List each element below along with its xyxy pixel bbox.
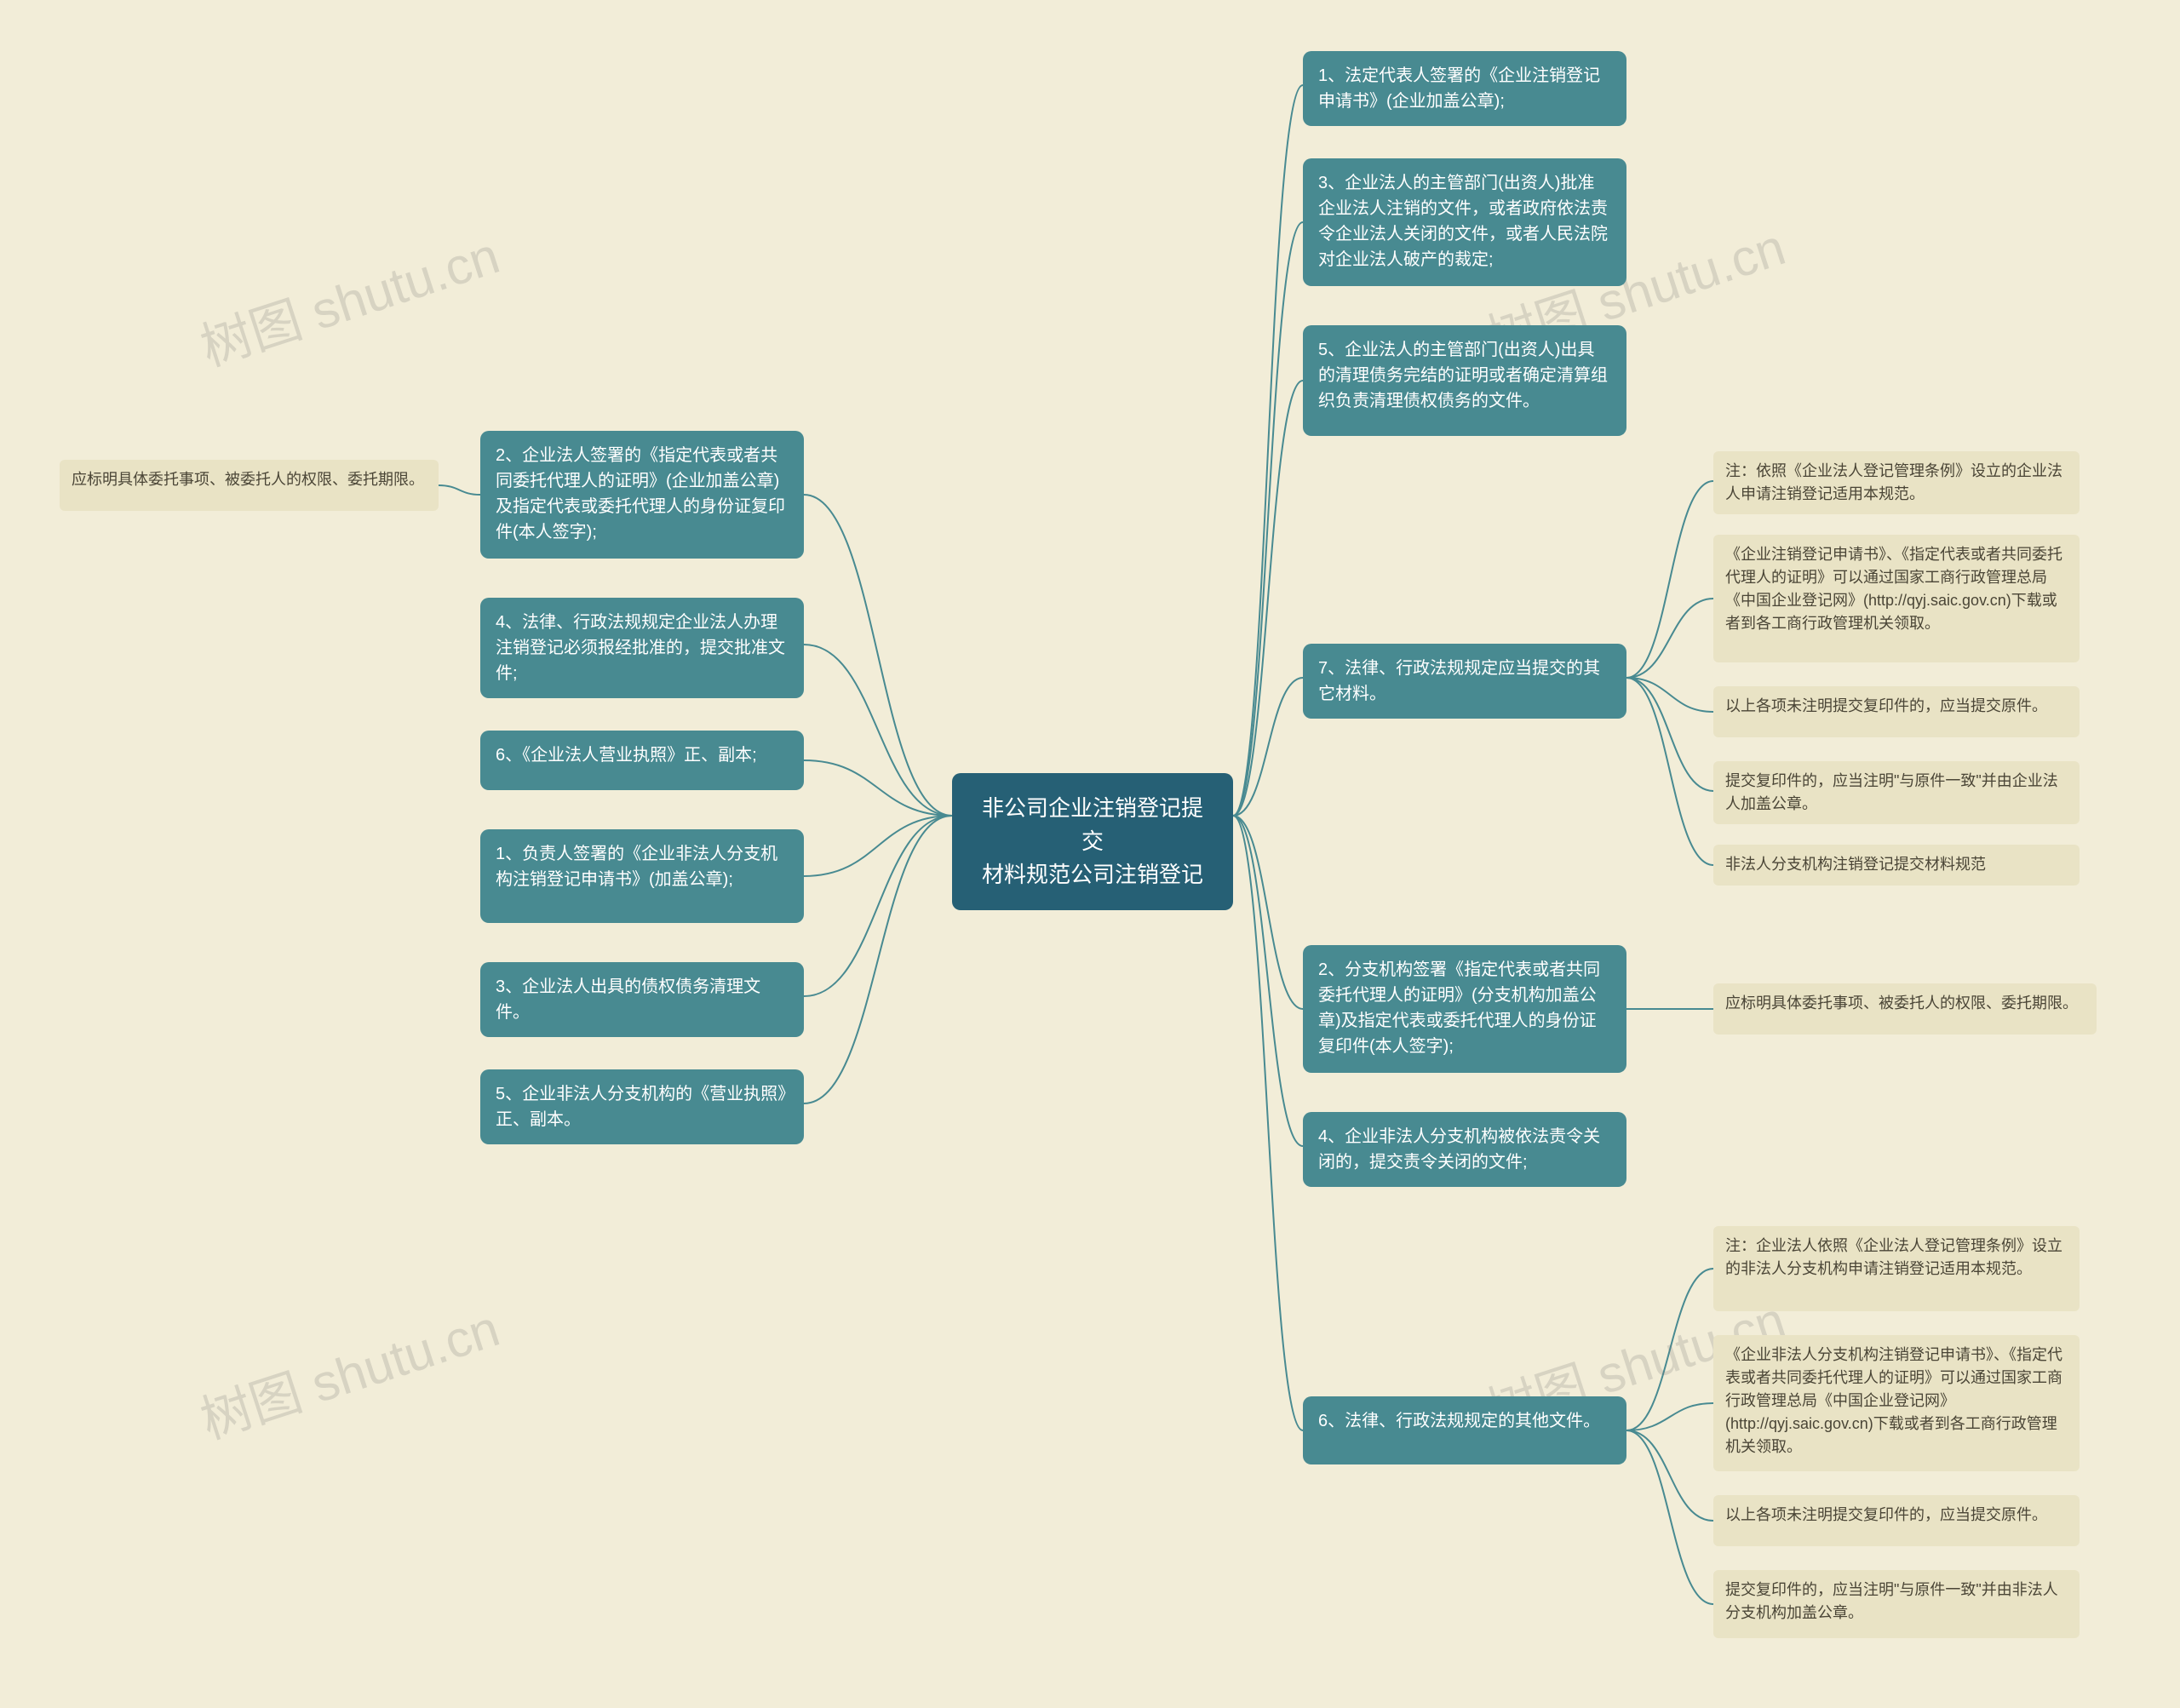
branch-node[interactable]: 3、企业法人的主管部门(出资人)批准企业法人注销的文件，或者政府依法责令企业法人… xyxy=(1303,158,1626,286)
leaf-node[interactable]: 应标明具体委托事项、被委托人的权限、委托期限。 xyxy=(1713,983,2097,1035)
branch-node[interactable]: 6、法律、行政法规规定的其他文件。 xyxy=(1303,1396,1626,1464)
branch-node[interactable]: 3、企业法人出具的债权债务清理文件。 xyxy=(480,962,804,1037)
branch-node[interactable]: 4、企业非法人分支机构被依法责令关闭的，提交责令关闭的文件; xyxy=(1303,1112,1626,1187)
branch-node[interactable]: 6、《企业法人营业执照》正、副本; xyxy=(480,731,804,790)
branch-node[interactable]: 5、企业非法人分支机构的《营业执照》正、副本。 xyxy=(480,1069,804,1144)
branch-node[interactable]: 7、法律、行政法规规定应当提交的其它材料。 xyxy=(1303,644,1626,719)
center-node[interactable]: 非公司企业注销登记提交材料规范公司注销登记 xyxy=(952,773,1233,910)
leaf-node[interactable]: 以上各项未注明提交复印件的，应当提交原件。 xyxy=(1713,686,2080,737)
leaf-node[interactable]: 以上各项未注明提交复印件的，应当提交原件。 xyxy=(1713,1495,2080,1546)
leaf-node[interactable]: 《企业注销登记申请书》、《指定代表或者共同委托代理人的证明》可以通过国家工商行政… xyxy=(1713,535,2080,662)
branch-node[interactable]: 5、企业法人的主管部门(出资人)出具的清理债务完结的证明或者确定清算组织负责清理… xyxy=(1303,325,1626,436)
leaf-node[interactable]: 应标明具体委托事项、被委托人的权限、委托期限。 xyxy=(60,460,439,511)
leaf-node[interactable]: 《企业非法人分支机构注销登记申请书》、《指定代表或者共同委托代理人的证明》可以通… xyxy=(1713,1335,2080,1471)
branch-node[interactable]: 1、负责人签署的《企业非法人分支机构注销登记申请书》(加盖公章); xyxy=(480,829,804,923)
branch-node[interactable]: 2、分支机构签署《指定代表或者共同委托代理人的证明》(分支机构加盖公章)及指定代… xyxy=(1303,945,1626,1073)
leaf-node[interactable]: 注：企业法人依照《企业法人登记管理条例》设立的非法人分支机构申请注销登记适用本规… xyxy=(1713,1226,2080,1311)
branch-node[interactable]: 1、法定代表人签署的《企业注销登记申请书》(企业加盖公章); xyxy=(1303,51,1626,126)
watermark: 树图 shutu.cn xyxy=(190,1287,508,1453)
branch-node[interactable]: 4、法律、行政法规规定企业法人办理注销登记必须报经批准的，提交批准文件; xyxy=(480,598,804,698)
leaf-node[interactable]: 提交复印件的，应当注明"与原件一致"并由企业法人加盖公章。 xyxy=(1713,761,2080,824)
leaf-node[interactable]: 注：依照《企业法人登记管理条例》设立的企业法人申请注销登记适用本规范。 xyxy=(1713,451,2080,514)
leaf-node[interactable]: 非法人分支机构注销登记提交材料规范 xyxy=(1713,845,2080,886)
mindmap-canvas: 树图 shutu.cn 树图 shutu.cn 树图 shutu.cn 树图 s… xyxy=(0,0,2180,1708)
leaf-node[interactable]: 提交复印件的，应当注明"与原件一致"并由非法人分支机构加盖公章。 xyxy=(1713,1570,2080,1638)
branch-node[interactable]: 2、企业法人签署的《指定代表或者共同委托代理人的证明》(企业加盖公章)及指定代表… xyxy=(480,431,804,559)
watermark: 树图 shutu.cn xyxy=(190,215,508,381)
